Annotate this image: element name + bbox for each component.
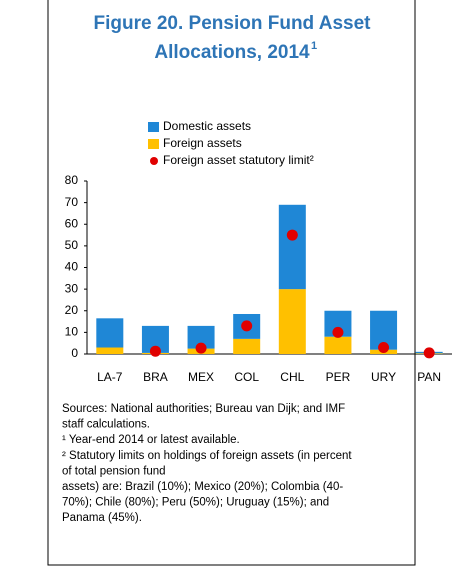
- x-tick-label: BRA: [143, 370, 168, 384]
- y-tick-label: 50: [65, 238, 79, 252]
- legend-marker: [150, 157, 158, 165]
- limit-dot: [332, 326, 344, 338]
- x-tick-label: PAN: [417, 370, 441, 384]
- bar-segment: [278, 204, 306, 290]
- legend-label: Foreign asset statutory limit²: [163, 153, 314, 167]
- y-tick-label: 20: [65, 303, 79, 317]
- note: staff calculations.: [62, 419, 150, 431]
- x-tick-label: PER: [326, 370, 351, 384]
- legend-swatch: [148, 139, 159, 149]
- bar-segment: [96, 347, 124, 354]
- frame: [47, 0, 416, 566]
- note: Sources: National authorities; Bureau va…: [62, 403, 345, 415]
- y-tick-label: 10: [65, 325, 79, 339]
- note: 70%); Chile (80%); Peru (50%); Uruguay (…: [62, 497, 329, 509]
- bar-segment: [187, 325, 215, 349]
- x-tick-label: COL: [234, 370, 259, 384]
- note: Panama (45%).: [62, 512, 142, 524]
- y-tick-label: 60: [65, 216, 79, 230]
- y-tick-label: 80: [65, 173, 79, 187]
- x-tick-label: CHL: [280, 370, 304, 384]
- title-marker: 1: [311, 40, 317, 52]
- x-tick-label: URY: [371, 370, 396, 384]
- limit-dot: [195, 342, 207, 354]
- chart-title: Allocations, 2014: [154, 42, 310, 63]
- note: assets) are: Brazil (10%); Mexico (20%);…: [62, 481, 343, 493]
- limit-dot: [378, 342, 390, 354]
- y-tick-label: 70: [65, 195, 79, 209]
- y-tick-label: 40: [65, 260, 79, 274]
- bar-segment: [96, 318, 124, 348]
- x-tick-label: LA-7: [97, 370, 123, 384]
- bar-segment: [324, 336, 352, 354]
- legend-label: Foreign assets: [163, 136, 242, 150]
- legend-label: Domestic assets: [163, 119, 251, 133]
- limit-dot: [241, 320, 253, 332]
- x-tick-label: MEX: [188, 370, 214, 384]
- note: ¹ Year-end 2014 or latest available.: [62, 434, 240, 446]
- y-tick-label: 30: [65, 281, 79, 295]
- limit-dot: [423, 347, 435, 359]
- legend-swatch: [148, 122, 159, 132]
- limit-dot: [149, 345, 161, 357]
- y-tick-label: 0: [71, 346, 78, 360]
- chart-title: Figure 20. Pension Fund Asset: [94, 13, 372, 34]
- note: ² Statutory limits on holdings of foreig…: [62, 450, 352, 462]
- note: of total pension fund: [62, 465, 166, 477]
- bar-segment: [233, 338, 261, 354]
- limit-dot: [286, 229, 298, 241]
- bar-segment: [278, 289, 306, 354]
